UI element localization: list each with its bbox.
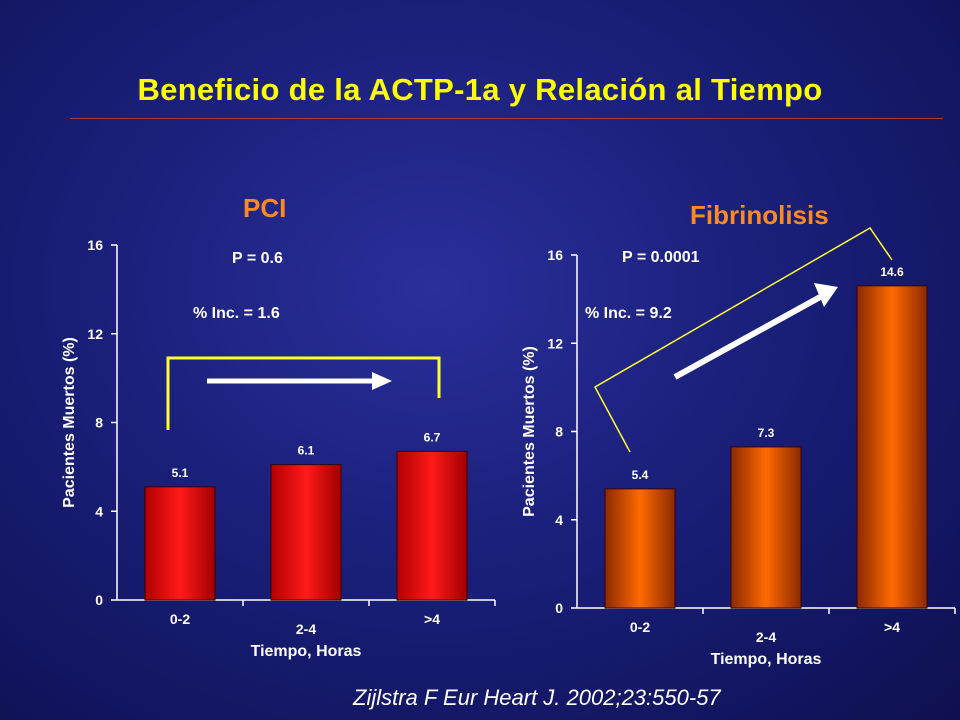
pci-category-label: >4	[424, 611, 440, 627]
pci-y-tick-label: 0	[95, 592, 103, 608]
fibrinolisis-y-tick-label: 0	[555, 600, 563, 616]
pci-bracket	[166, 356, 441, 430]
pci-y-axis-title: Pacientes Muertos (%)	[61, 337, 78, 508]
pci-trend-arrow	[207, 372, 392, 390]
fibrinolisis-y-tick-label: 4	[555, 512, 563, 528]
fibrinolisis-category-label: 0-2	[630, 619, 650, 635]
fibrinolisis-bar	[604, 488, 676, 609]
pci-y-tick-label: 4	[95, 503, 103, 519]
pci-x-axis-title: Tiempo, Horas	[251, 643, 362, 660]
fibrinolisis-bar	[856, 285, 928, 609]
pci-category-label: 2-4	[296, 621, 316, 637]
fibrinolisis-x-axis-title: Tiempo, Horas	[711, 651, 822, 668]
fibrinolisis-y-tick-label: 16	[547, 247, 563, 263]
pci-bar	[270, 464, 342, 601]
fibrinolisis-trend-arrow	[673, 283, 838, 380]
fibrinolisis-category-label: 2-4	[756, 629, 776, 645]
fibrinolisis-panel-title: Fibrinolisis	[690, 200, 829, 230]
pci-category-label: 0-2	[170, 611, 190, 627]
pci-bar	[396, 450, 468, 601]
pci-y-tick-label: 8	[95, 415, 103, 431]
fibrinolisis-data-label: 14.6	[880, 265, 904, 279]
fibrinolisis-p-value: P = 0.0001	[622, 249, 700, 266]
fibrinolisis-category-label: >4	[884, 619, 900, 635]
pci-bar	[144, 486, 216, 601]
fibrinolisis-y-tick-label: 12	[547, 335, 563, 351]
fibrinolisis-increase: % Inc. = 9.2	[585, 305, 672, 322]
slide-title: Beneficio de la ACTP-1a y Relación al Ti…	[137, 72, 823, 107]
fibrinolisis-chart: 0 4 8 12 16 5.4 0-2 7.3 2-4 14.6 >4 Tiempo, Horas Pa…	[521, 247, 956, 668]
pci-y-tick-label: 12	[87, 326, 103, 342]
fibrinolisis-y-tick-label: 8	[555, 424, 563, 440]
fibrinolisis-bar	[730, 446, 802, 609]
pci-p-value: P = 0.6	[232, 250, 283, 267]
fibrinolisis-data-label: 5.4	[632, 468, 649, 482]
pci-data-label: 5.1	[172, 466, 189, 480]
fibrinolisis-data-label: 7.3	[758, 426, 775, 440]
fibrinolisis-bracket	[593, 227, 893, 453]
pci-panel-title: PCI	[243, 193, 287, 223]
citation: Zijlstra F Eur Heart J. 2002;23:550-57	[353, 685, 721, 710]
pci-data-label: 6.1	[298, 444, 315, 458]
pci-data-label: 6.7	[424, 430, 441, 444]
title-divider	[70, 118, 943, 119]
fibrinolisis-y-axis-title: Pacientes Muertos (%)	[521, 346, 538, 517]
pci-increase: % Inc. = 1.6	[193, 305, 280, 322]
pci-chart: 0 4 8 12 16 5.1 0-2 6.1 2-4 6.7 >4 Tiempo, Horas Pac…	[61, 237, 496, 660]
pci-y-tick-label: 16	[87, 237, 103, 253]
